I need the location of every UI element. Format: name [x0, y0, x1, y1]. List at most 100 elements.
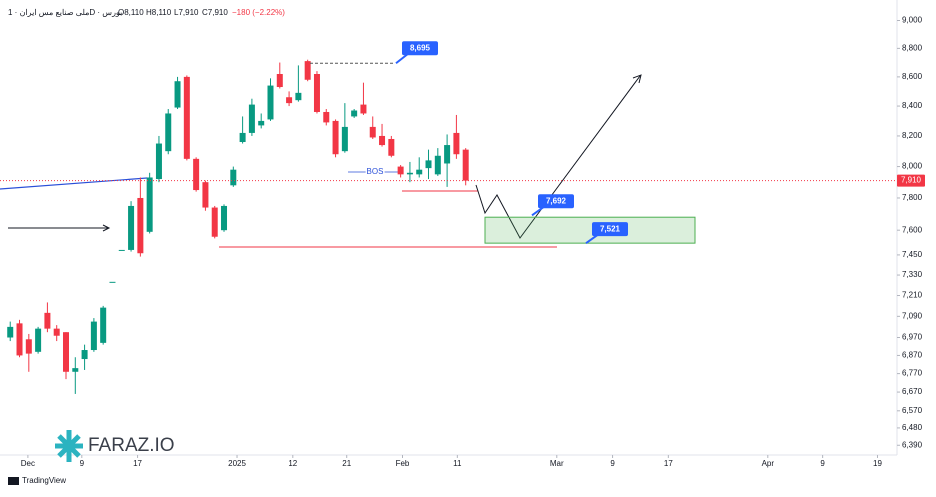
candle-body: [155, 143, 162, 180]
x-tick-label: 17: [133, 459, 142, 468]
ohlc-open: O8,110: [118, 8, 144, 17]
candle-body: [313, 74, 320, 112]
candle-body: [388, 138, 395, 156]
y-tick-label: 7,210: [902, 291, 923, 300]
candle-body: [416, 169, 423, 175]
last-price-label: 7,910: [901, 176, 922, 185]
candle-body: [462, 149, 469, 181]
change: −180 (−2.22%): [232, 8, 285, 17]
candle-body: [62, 332, 69, 372]
price-label: 7,521: [600, 224, 621, 233]
x-tick-label: Feb: [396, 459, 410, 468]
candle-body: [360, 104, 367, 114]
y-tick-label: 7,450: [902, 250, 923, 259]
projection-arrow-head: [632, 74, 642, 84]
x-tick-label: 19: [873, 459, 882, 468]
candle-body: [453, 132, 460, 155]
candle-body: [109, 281, 116, 283]
candle-body: [128, 205, 135, 250]
ohlc-close: C7,910: [202, 8, 228, 17]
candle-body: [230, 169, 237, 186]
y-tick-label: 9,000: [902, 16, 923, 25]
candle-body: [72, 368, 79, 372]
y-tick-label: 6,480: [902, 423, 923, 432]
footer-icon: [8, 477, 19, 485]
price-label-box: [592, 222, 628, 237]
candle-body: [248, 104, 255, 133]
candle-body: [211, 207, 218, 237]
ohlc-high: H8,110: [146, 8, 172, 17]
price-label-box: [402, 41, 438, 56]
y-tick-label: 6,870: [902, 351, 923, 360]
projection-path: [475, 75, 641, 239]
candle-body: [332, 120, 339, 155]
y-tick-label: 6,390: [902, 440, 923, 449]
candle-body: [193, 158, 200, 191]
candle-body: [425, 160, 432, 169]
x-tick-label: 9: [80, 459, 85, 468]
candle-body: [53, 328, 60, 336]
chart-title: ملی صنایع مس ایران · 1D · بورس: [8, 8, 122, 17]
y-tick-label: 7,600: [902, 225, 923, 234]
candle-body: [221, 205, 228, 231]
y-tick-label: 6,770: [902, 369, 923, 378]
bos-label: BOS: [367, 167, 384, 176]
candle-body: [341, 126, 348, 152]
y-tick-label: 8,800: [902, 43, 923, 52]
logo-text: FARAZ.IO: [88, 435, 175, 456]
candle-body: [35, 328, 42, 352]
candle-body: [100, 307, 107, 343]
y-tick-label: 8,600: [902, 72, 923, 81]
candle-body: [7, 326, 14, 338]
x-tick-label: 21: [342, 459, 351, 468]
candle-body: [16, 323, 23, 356]
candle-body: [183, 76, 190, 159]
y-tick-label: 6,570: [902, 406, 923, 415]
candle-body: [406, 172, 413, 175]
candle-body: [351, 110, 358, 117]
ohlc-low: L7,910: [174, 8, 199, 17]
candle-body: [267, 85, 274, 120]
y-tick-label: 7,800: [902, 193, 923, 202]
footer: TradingView: [22, 476, 66, 485]
y-tick-label: 7,090: [902, 311, 923, 320]
candle-body: [239, 132, 246, 143]
y-tick-label: 8,200: [902, 131, 923, 140]
x-tick-label: Mar: [550, 459, 564, 468]
trend-line: [0, 177, 148, 190]
candle-body: [379, 135, 386, 146]
candle-body: [90, 321, 97, 351]
y-tick-label: 8,000: [902, 162, 923, 171]
candle-body: [434, 155, 441, 175]
x-tick-label: Dec: [21, 459, 35, 468]
y-tick-label: 6,670: [902, 387, 923, 396]
x-tick-label: 9: [820, 459, 825, 468]
logo: FARAZ.IO: [55, 430, 175, 462]
candle-body: [146, 177, 153, 232]
candle-body: [174, 81, 181, 108]
candle-body: [286, 97, 293, 104]
x-tick-label: 2025: [228, 459, 246, 468]
price-label: 7,692: [546, 196, 567, 205]
price-label: 8,695: [410, 43, 431, 52]
candle-body: [304, 61, 311, 80]
x-tick-label: 17: [664, 459, 673, 468]
candle-body: [258, 120, 265, 126]
demand-zone: [484, 216, 696, 244]
x-tick-label: Apr: [762, 459, 775, 468]
candle-body: [118, 249, 125, 251]
candle-body: [44, 312, 51, 329]
y-tick-label: 8,400: [902, 101, 923, 110]
candle-body: [369, 126, 376, 138]
x-tick-label: 9: [610, 459, 615, 468]
y-tick-label: 7,330: [902, 270, 923, 279]
candle-body: [25, 339, 32, 354]
logo-icon: [55, 430, 83, 462]
last-price-box: [897, 174, 925, 187]
candle-body: [202, 182, 209, 208]
candle-body: [276, 74, 283, 88]
candle-body: [444, 145, 451, 164]
x-tick-label: 11: [453, 459, 462, 468]
candle-body: [323, 111, 330, 123]
